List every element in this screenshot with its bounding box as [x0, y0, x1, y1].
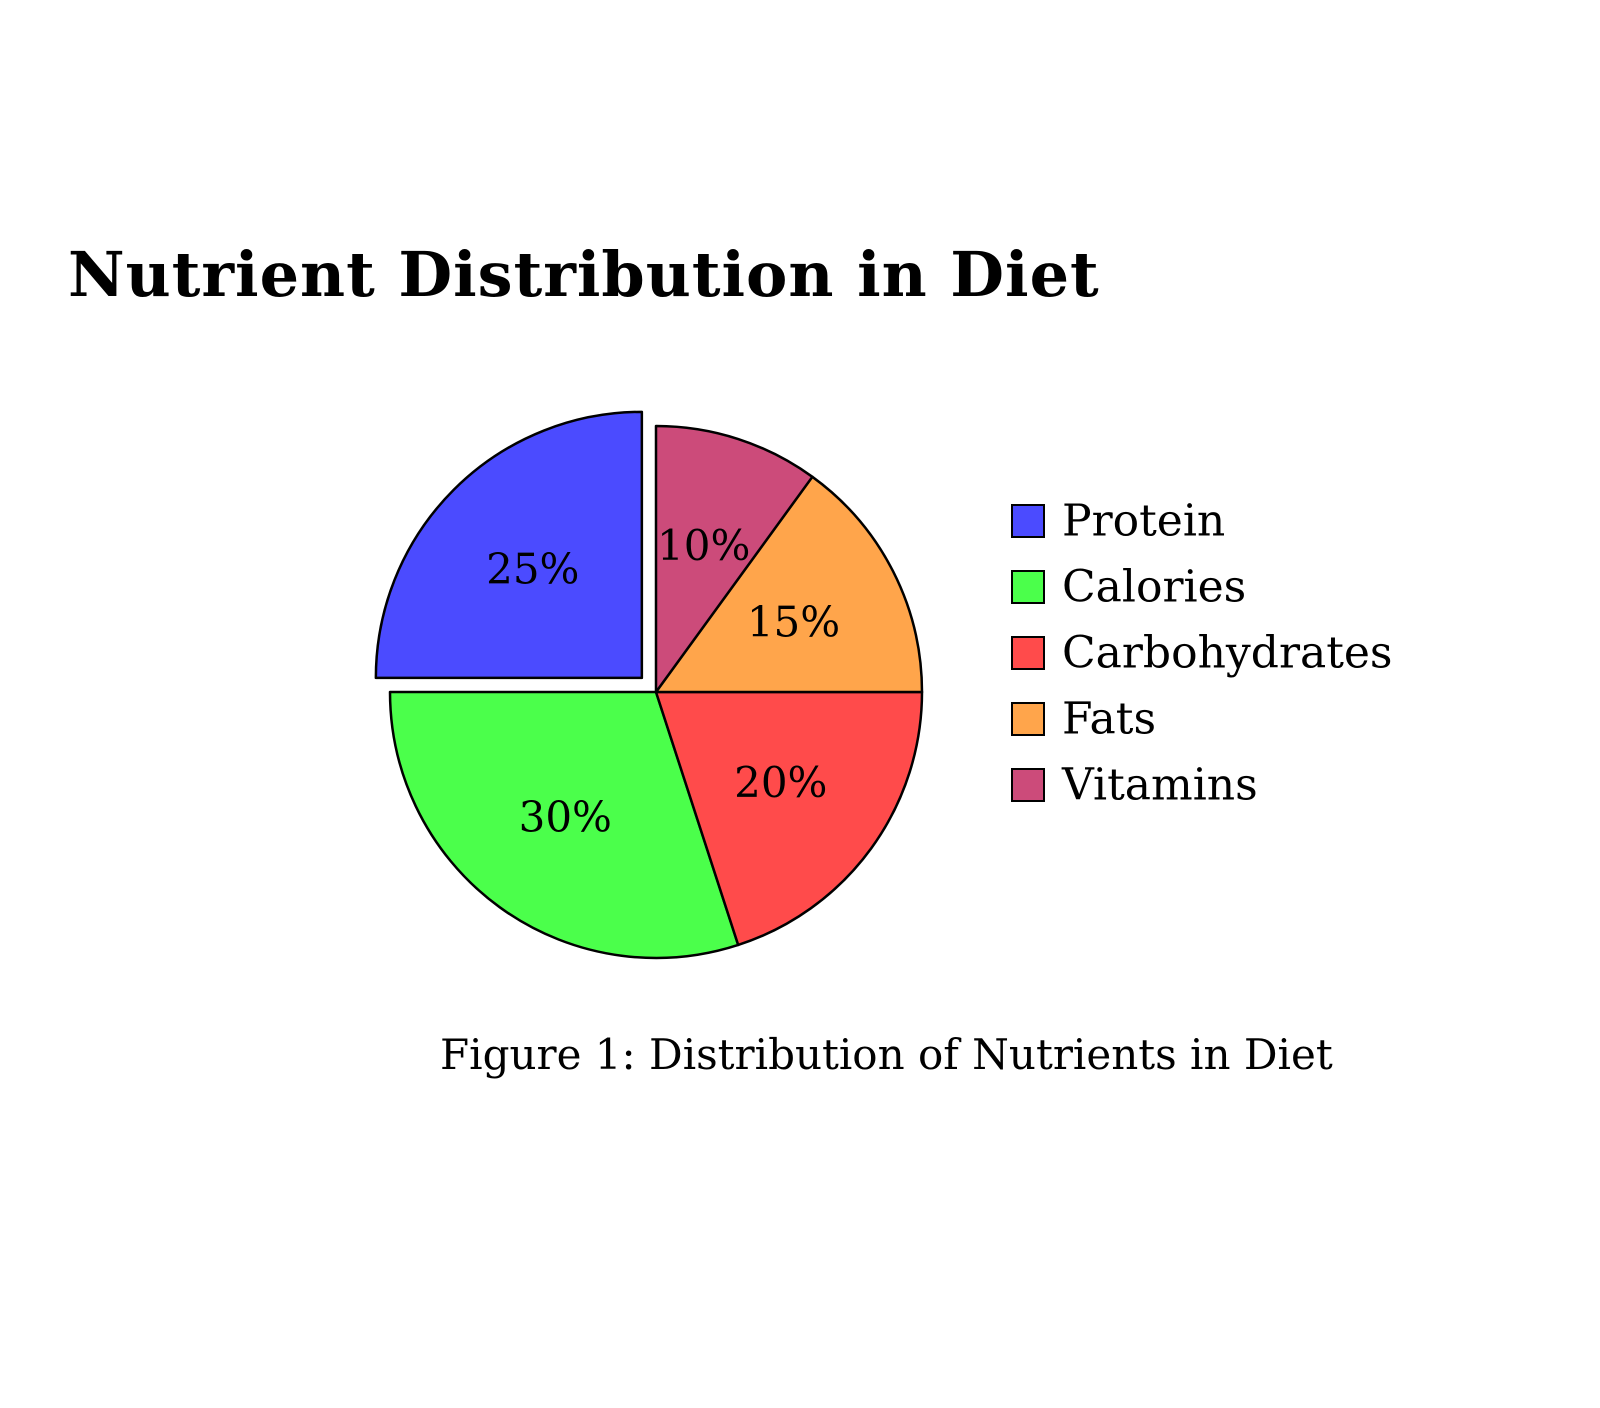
legend-item-fats: Fats — [1011, 694, 1156, 745]
legend-swatch — [1011, 504, 1045, 538]
legend-swatch — [1011, 570, 1045, 604]
legend-label: Protein — [1062, 496, 1225, 547]
slice-label-vitamins: 10% — [657, 521, 750, 570]
legend-label: Calories — [1062, 562, 1246, 613]
slice-label-protein: 25% — [486, 544, 579, 593]
pie-slices — [374, 410, 924, 960]
pie-slice-calories — [388, 690, 740, 960]
legend-label: Vitamins — [1061, 760, 1258, 811]
legend-item-protein: Protein — [1011, 496, 1225, 547]
pie-slice-fats — [654, 475, 924, 694]
legend-swatch — [1011, 636, 1045, 670]
pie-slice-carbohydrates — [654, 690, 924, 947]
legend-label: Fats — [1062, 694, 1156, 745]
slice-label-calories: 30% — [519, 792, 612, 841]
legend: Protein Calories Carbohydrates Fats Vitamins — [1011, 496, 1393, 811]
slice-label-carbohydrates: 20% — [734, 758, 827, 807]
pie-slice-protein — [374, 410, 644, 680]
figure-caption: Figure 1: Distribution of Nutrients in D… — [440, 1030, 1333, 1079]
slice-label-fats: 15% — [747, 598, 840, 647]
legend-item-carbohydrates: Carbohydrates — [1011, 628, 1393, 679]
pie-slice-vitamins — [654, 424, 814, 694]
legend-item-calories: Calories — [1011, 562, 1246, 613]
legend-item-vitamins: Vitamins — [1011, 760, 1258, 811]
pie-slice-labels: 25% 30% 20% 15% 10% — [486, 521, 840, 842]
legend-swatch — [1011, 768, 1045, 802]
legend-swatch — [1011, 702, 1045, 736]
legend-label: Carbohydrates — [1062, 628, 1393, 679]
chart-title: Nutrient Distribution in Diet — [68, 238, 1100, 311]
